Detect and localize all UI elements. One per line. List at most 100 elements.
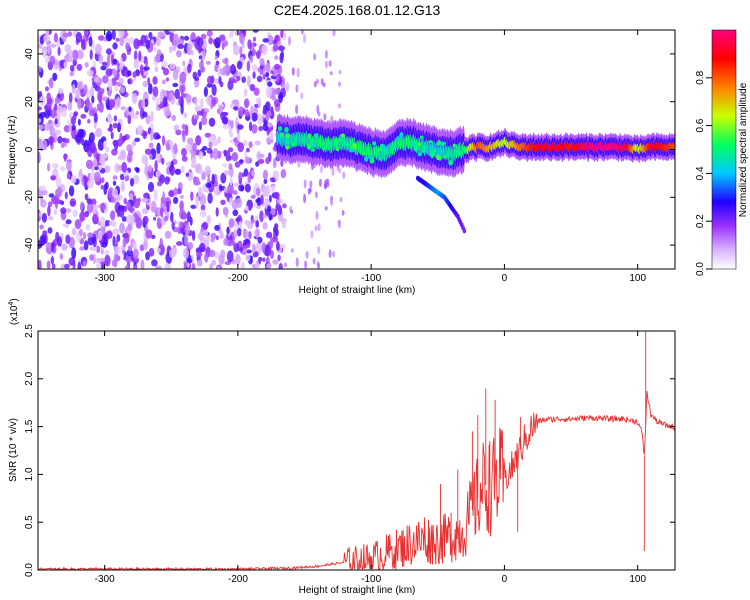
noise-speckle <box>181 147 187 157</box>
ridge-blob <box>437 140 442 146</box>
noise-speckle <box>207 75 213 85</box>
noise-speckle <box>65 138 70 144</box>
noise-speckle <box>109 98 116 109</box>
noise-speckle <box>38 138 44 150</box>
noise-speckle <box>272 157 277 169</box>
noise-speckle <box>224 57 229 65</box>
noise-speckle <box>168 30 176 33</box>
noise-speckle <box>202 229 209 237</box>
noise-speckle <box>71 247 77 260</box>
noise-speckle <box>97 229 103 241</box>
noise-speckle <box>271 95 277 101</box>
noise-speckle <box>150 129 154 141</box>
noise-speckle <box>290 209 294 214</box>
noise-speckle <box>221 116 228 125</box>
noise-speckle <box>194 105 201 113</box>
noise-speckle <box>84 30 89 36</box>
noise-speckle <box>272 259 279 265</box>
noise-speckle <box>67 55 74 63</box>
noise-speckle <box>223 170 230 176</box>
noise-speckle <box>141 98 146 110</box>
noise-speckle <box>245 147 250 153</box>
noise-speckle <box>265 231 273 239</box>
noise-speckle <box>224 64 231 76</box>
noise-speckle <box>249 55 253 63</box>
noise-speckle <box>199 168 204 176</box>
noise-speckle <box>68 257 76 266</box>
noise-speckle <box>239 247 243 252</box>
noise-speckle <box>159 237 163 250</box>
noise-speckle <box>172 82 179 88</box>
noise-speckle <box>67 31 72 37</box>
snr-spikes <box>424 331 647 551</box>
noise-speckle <box>151 234 156 240</box>
ridge-blob <box>428 151 432 156</box>
ridge-blob <box>430 153 434 159</box>
noise-speckle <box>236 60 243 70</box>
noise-speckle <box>43 139 48 150</box>
x-tick-label: 100 <box>629 273 646 284</box>
noise-speckle <box>47 216 54 221</box>
noise-speckle <box>255 97 260 104</box>
noise-speckle <box>176 241 183 246</box>
noise-speckle <box>211 83 217 96</box>
noise-speckle <box>317 223 321 232</box>
noise-speckle <box>262 38 269 43</box>
noise-speckle <box>277 205 283 216</box>
noise-speckle <box>112 58 118 65</box>
noise-speckle <box>202 221 209 230</box>
noise-speckle <box>145 39 150 50</box>
noise-speckle <box>57 87 64 94</box>
noise-speckle <box>94 171 101 183</box>
noise-speckle <box>326 178 329 185</box>
noise-speckle <box>101 61 108 66</box>
noise-speckle <box>244 183 251 193</box>
noise-speckle <box>201 116 208 126</box>
noise-speckle <box>265 256 270 264</box>
noise-speckle <box>232 209 239 217</box>
noise-speckle <box>114 245 121 256</box>
noise-speckle <box>244 116 251 121</box>
noise-speckle <box>116 96 121 107</box>
noise-speckle <box>108 79 113 91</box>
noise-speckle <box>317 246 321 255</box>
noise-speckle <box>104 249 110 256</box>
noise-speckle <box>251 64 258 72</box>
noise-speckle <box>52 72 58 82</box>
noise-speckle <box>119 132 123 144</box>
noise-speckle <box>221 42 225 50</box>
noise-speckle <box>248 204 252 212</box>
noise-speckle <box>247 39 252 50</box>
ridge-blob <box>328 140 332 145</box>
noise-speckle <box>126 70 132 77</box>
noise-speckle <box>215 60 220 65</box>
noise-speckle <box>190 191 194 201</box>
noise-speckle <box>153 216 156 221</box>
y-tick-label: 40 <box>24 48 35 60</box>
noise-speckle <box>253 186 257 198</box>
noise-speckle <box>165 142 171 151</box>
ridge-blob <box>307 133 312 139</box>
noise-speckle <box>117 122 121 133</box>
noise-speckle <box>123 37 130 45</box>
noise-speckle <box>251 124 258 134</box>
noise-speckle <box>127 78 131 85</box>
noise-speckle <box>303 179 307 189</box>
noise-speckle <box>342 171 346 179</box>
noise-speckle <box>74 90 81 100</box>
noise-speckle <box>63 125 70 133</box>
noise-speckle <box>154 66 159 73</box>
noise-speckle <box>171 221 175 231</box>
noise-speckle <box>74 219 82 230</box>
noise-speckle <box>142 215 149 225</box>
noise-speckle <box>142 80 149 88</box>
noise-speckle <box>66 160 72 172</box>
noise-speckle <box>164 230 172 239</box>
noise-speckle <box>116 164 123 172</box>
noise-speckle <box>312 257 316 265</box>
x-tick-label: 0 <box>502 574 508 585</box>
y-tick-label: -20 <box>24 190 35 205</box>
noise-speckle <box>63 61 68 69</box>
noise-speckle <box>206 96 213 104</box>
